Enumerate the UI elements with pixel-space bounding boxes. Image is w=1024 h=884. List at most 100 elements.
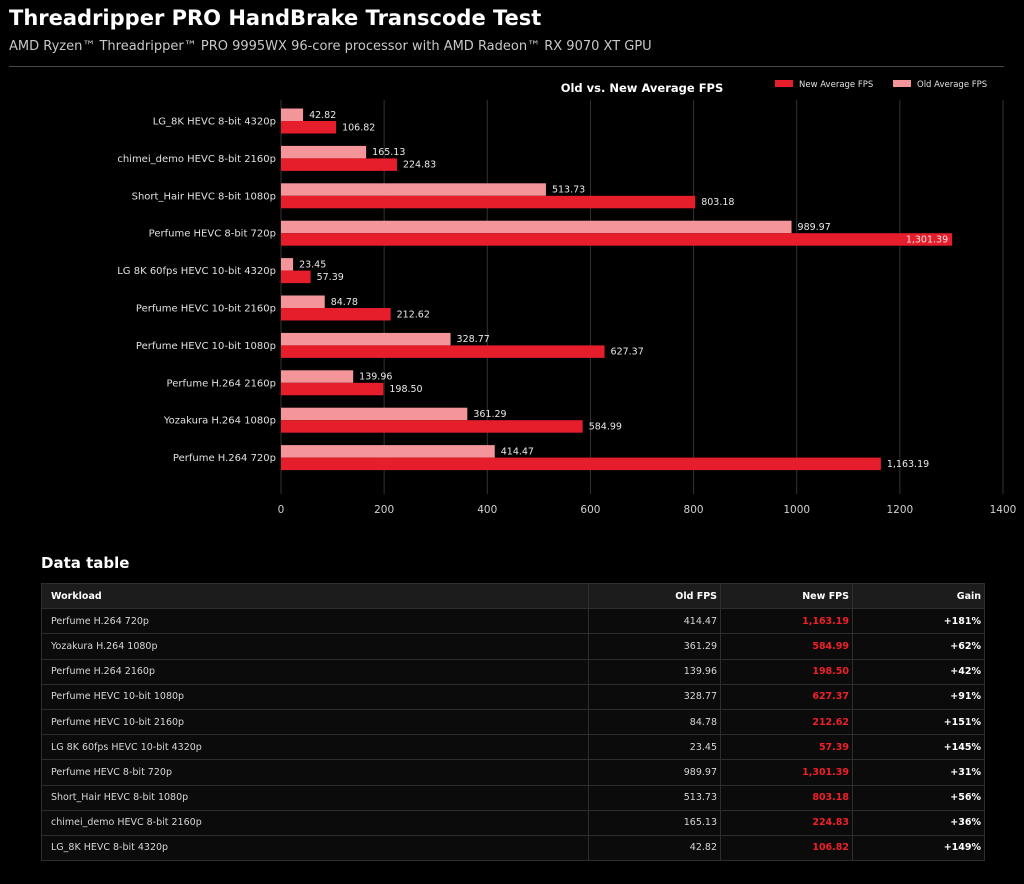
category-label: Short_Hair HEVC 8-bit 1080p <box>132 191 276 202</box>
cell-gain: +31% <box>852 759 985 786</box>
legend-label: New Average FPS <box>799 80 873 90</box>
category-label: Perfume H.264 720p <box>173 453 276 464</box>
cell-gain: +62% <box>852 633 985 660</box>
cell-old-fps: 23.45 <box>588 734 721 761</box>
category-label: chimei_demo HEVC 8-bit 2160p <box>117 154 276 165</box>
category-label: Perfume H.264 2160p <box>167 378 276 389</box>
x-tick-label: 0 <box>278 504 285 516</box>
bar-new-fps <box>281 382 384 396</box>
bar-old-fps <box>281 220 792 234</box>
table-row: LG 8K 60fps HEVC 10-bit 4320p 23.45 57.39 +… <box>41 734 985 761</box>
cell-old-fps: 513.73 <box>588 784 721 811</box>
cell-gain: +91% <box>852 683 985 710</box>
data-label-old-fps: 42.82 <box>309 110 336 121</box>
cell-old-fps: 139.96 <box>588 658 721 685</box>
data-label-old-fps: 361.29 <box>473 409 506 420</box>
table-row: Short_Hair HEVC 8-bit 1080p 513.73 803.18 +… <box>41 784 985 811</box>
bar-new-fps <box>281 345 605 358</box>
category-label: Perfume HEVC 10-bit 1080p <box>136 341 276 352</box>
data-label-old-fps: 23.45 <box>299 259 326 270</box>
table-row: Perfume HEVC 8-bit 720p 989.97 1,301.39 +31… <box>41 759 985 786</box>
category-label: LG_8K HEVC 8-bit 4320p <box>153 117 276 128</box>
category-label: Perfume HEVC 8-bit 720p <box>149 229 276 240</box>
cell-workload: LG 8K 60fps HEVC 10-bit 4320p <box>41 734 589 761</box>
cell-workload: Perfume HEVC 8-bit 720p <box>41 759 589 786</box>
table-row: Yozakura H.264 1080p 361.29 584.99 +62% <box>41 633 985 660</box>
fps-bar-chart: Old vs. New Average FPS New Average FPS O… <box>117 80 1017 516</box>
cell-new-fps: 106.82 <box>720 834 853 862</box>
data-label-old-fps: 139.96 <box>359 372 392 383</box>
legend-label: Old Average FPS <box>917 80 987 90</box>
chart-x-ticks: 0 200 400 600 800 1000 1200 1400 <box>278 504 1017 516</box>
table-row: Perfume HEVC 10-bit 2160p 84.78 212.62 +151… <box>41 708 985 736</box>
x-tick-label: 1400 <box>990 504 1017 516</box>
cell-workload: Yozakura H.264 1080p <box>41 633 589 660</box>
header-new-fps: New FPS <box>720 582 853 610</box>
cell-new-fps: 198.50 <box>720 658 853 685</box>
bar-new-fps <box>281 420 583 433</box>
data-label-new-fps: 224.83 <box>403 160 436 171</box>
cell-old-fps: 328.77 <box>588 683 721 710</box>
cell-new-fps: 803.18 <box>720 784 853 811</box>
data-label-new-fps: 584.99 <box>589 422 622 433</box>
header-old-fps: Old FPS <box>588 582 721 610</box>
cell-new-fps: 584.99 <box>720 633 853 660</box>
x-tick-label: 1000 <box>783 504 810 516</box>
header-workload: Workload <box>41 582 589 610</box>
category-label: Perfume HEVC 10-bit 2160p <box>136 304 276 315</box>
cell-new-fps: 57.39 <box>720 734 853 761</box>
cell-old-fps: 84.78 <box>588 708 721 736</box>
page-title: Threadripper PRO HandBrake Transcode Tes… <box>9 6 542 30</box>
bar-new-fps <box>281 308 391 321</box>
bar-old-fps <box>281 295 325 308</box>
data-label-new-fps: 212.62 <box>397 309 430 320</box>
data-label-new-fps: 57.39 <box>317 272 344 283</box>
bar-old-fps <box>281 108 304 121</box>
cell-workload: Perfume HEVC 10-bit 2160p <box>41 708 589 736</box>
x-tick-label: 800 <box>684 504 704 516</box>
x-tick-label: 1200 <box>886 504 913 516</box>
legend-swatch <box>893 80 911 87</box>
bar-new-fps <box>281 270 311 284</box>
cell-old-fps: 361.29 <box>588 633 721 660</box>
cell-old-fps: 989.97 <box>588 759 721 786</box>
data-label-old-fps: 84.78 <box>331 297 358 308</box>
bar-old-fps <box>281 145 367 159</box>
cell-gain: +149% <box>852 834 985 862</box>
bar-new-fps <box>281 457 881 471</box>
chart-title: Old vs. New Average FPS <box>561 81 724 95</box>
data-label-old-fps: 414.47 <box>501 446 534 457</box>
data-label-new-fps: 1,163.19 <box>887 459 929 470</box>
data-label-old-fps: 513.73 <box>552 185 585 196</box>
data-label-new-fps: 106.82 <box>342 122 375 133</box>
cell-old-fps: 165.13 <box>588 809 721 836</box>
bar-old-fps <box>281 183 546 196</box>
category-label: Yozakura H.264 1080p <box>163 416 276 427</box>
data-label-new-fps: 1,301.39 <box>906 235 948 246</box>
chart-bars: 42.82 106.82 165.13 224.83 513.73 803.18 989.9… <box>281 108 953 471</box>
header-gain: Gain <box>852 582 985 610</box>
x-tick-label: 600 <box>580 504 600 516</box>
data-label-new-fps: 803.18 <box>701 197 734 208</box>
cell-new-fps: 224.83 <box>720 809 853 836</box>
table-row: LG_8K HEVC 8-bit 4320p 42.82 106.82 +149% <box>41 834 985 862</box>
cell-new-fps: 1,301.39 <box>720 759 853 786</box>
cell-workload: chimei_demo HEVC 8-bit 2160p <box>41 809 589 836</box>
bar-old-fps <box>281 407 468 421</box>
cell-workload: Short_Hair HEVC 8-bit 1080p <box>41 784 589 811</box>
bar-old-fps <box>281 370 354 383</box>
bar-old-fps <box>281 445 495 458</box>
cell-gain: +36% <box>852 809 985 836</box>
chart-category-labels: LG_8K HEVC 8-bit 4320p chimei_demo HEVC 8… <box>117 117 276 465</box>
x-tick-label: 400 <box>477 504 497 516</box>
cell-gain: +42% <box>852 658 985 685</box>
data-table: Workload Old FPS New FPS Gain Perfume H.… <box>41 582 985 862</box>
category-label: LG 8K 60fps HEVC 10-bit 4320p <box>117 266 276 277</box>
bar-new-fps <box>281 121 337 134</box>
cell-workload: LG_8K HEVC 8-bit 4320p <box>41 834 589 862</box>
legend-swatch <box>775 80 793 87</box>
data-label-new-fps: 198.50 <box>389 384 422 395</box>
cell-new-fps: 1,163.19 <box>720 608 853 635</box>
bar-new-fps <box>281 233 953 246</box>
bar-new-fps <box>281 158 397 171</box>
